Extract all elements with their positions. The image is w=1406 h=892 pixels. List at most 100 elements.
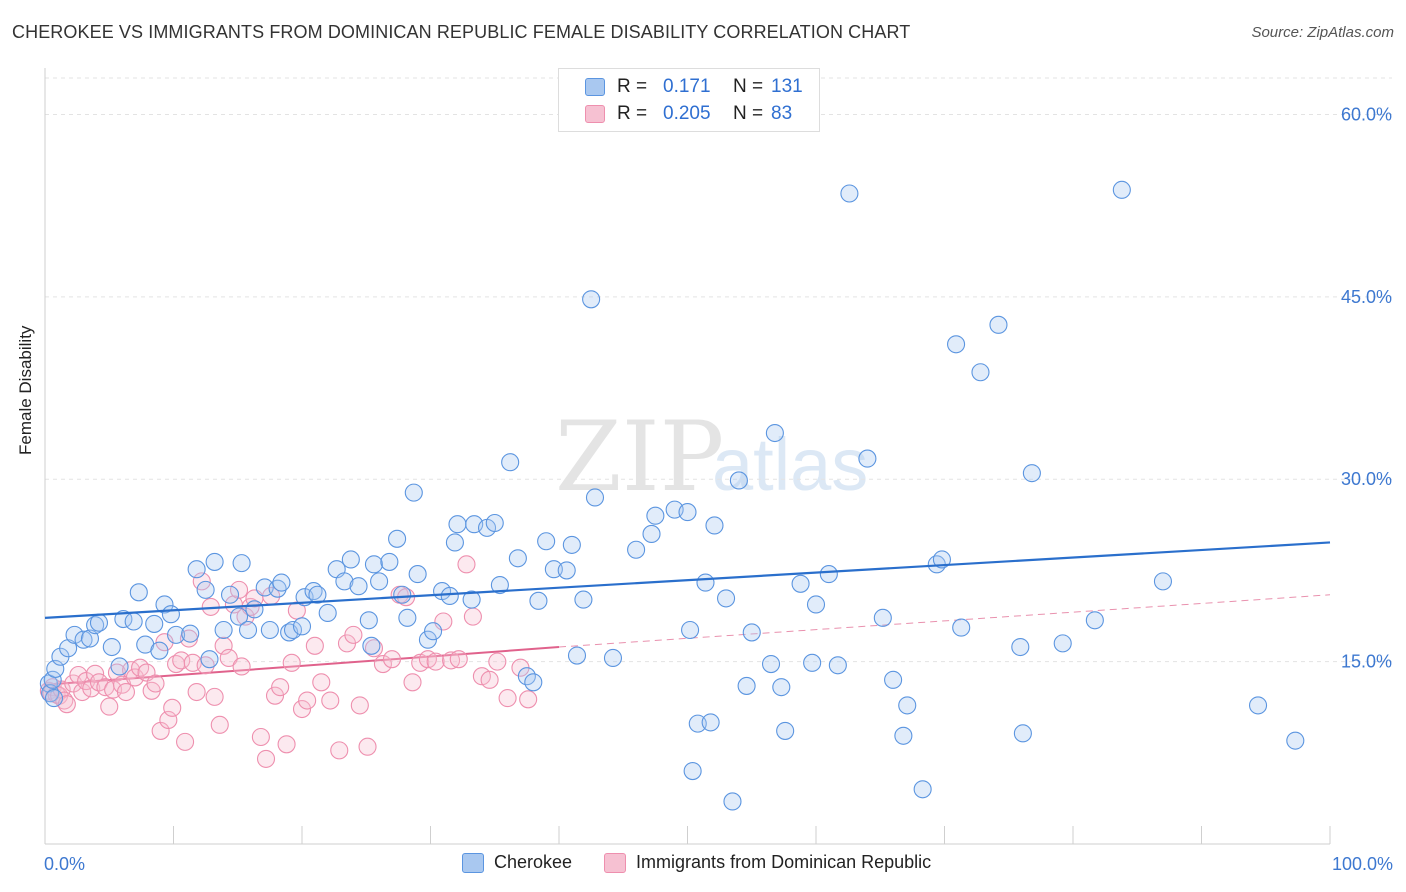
n-label: N = — [733, 76, 764, 97]
cherokee-point — [696, 573, 715, 592]
cherokee-point — [537, 532, 556, 551]
cherokee-point — [1022, 464, 1041, 483]
dominican-point — [480, 670, 499, 689]
cherokee-point — [388, 529, 407, 548]
correlation-legend: R = 0.171 N = 131 R = 0.205 N = 83 — [558, 68, 820, 132]
dominican-point — [298, 691, 317, 710]
legend-item-dominican: Immigrants from Dominican Republic — [604, 852, 931, 873]
cherokee-point — [362, 636, 381, 655]
cherokee-point — [683, 761, 702, 781]
cherokee-point — [524, 673, 543, 692]
cherokee-point — [150, 641, 169, 660]
r-label: R = — [617, 76, 648, 97]
dominican-point — [457, 555, 476, 574]
cherokee-point — [349, 577, 368, 596]
cherokee-point — [803, 653, 822, 672]
cherokee-point — [678, 503, 697, 522]
cherokee-point — [772, 678, 791, 697]
cherokee-point — [370, 572, 389, 591]
legend-item-label: Cherokee — [494, 852, 573, 872]
cherokee-point — [1013, 724, 1032, 743]
cherokee-point — [445, 533, 464, 552]
dominican-point — [463, 607, 482, 626]
cherokee-point — [167, 625, 186, 644]
cherokee-point — [858, 449, 877, 468]
cherokee-point — [214, 620, 233, 640]
cherokee-point — [705, 516, 724, 535]
cherokee-point — [424, 622, 443, 641]
cherokee-point — [308, 585, 327, 604]
cherokee-point — [220, 585, 240, 604]
dominican-point — [442, 651, 461, 670]
cherokee-point — [485, 513, 504, 533]
cherokee-trend — [44, 541, 1331, 619]
cherokee-point — [688, 714, 707, 733]
dominican-point — [232, 657, 251, 676]
cherokee-point — [1286, 731, 1305, 750]
y-tick-label: 30.0% — [1341, 469, 1392, 489]
legend-row-dominican: R = 0.205 N = 83 — [585, 102, 792, 126]
dominican-point — [312, 673, 331, 692]
dominican-point — [373, 655, 393, 674]
n-value: 131 — [771, 76, 803, 97]
dominican-point — [358, 737, 377, 756]
dominican-point — [382, 650, 402, 669]
dominican-point — [155, 633, 174, 652]
r-value: 0.205 — [663, 103, 711, 124]
cherokee-point — [840, 184, 859, 203]
dominican-point — [256, 749, 276, 768]
cherokee-swatch — [585, 78, 605, 96]
cherokee-point — [947, 335, 966, 354]
cherokee-point — [894, 726, 913, 745]
dominican-trend-extension — [558, 594, 1331, 648]
cherokee-point — [737, 676, 756, 695]
cherokee-point — [490, 575, 509, 595]
cherokee-point — [761, 655, 781, 674]
cherokee-point — [102, 637, 121, 657]
watermark-zip: ZIP — [555, 401, 724, 513]
cherokee-point — [462, 590, 481, 609]
dominican-point — [187, 682, 206, 702]
y-axis-label: Female Disability — [16, 325, 35, 455]
cherokee-point — [260, 620, 279, 640]
cherokee-point — [245, 600, 264, 619]
r-label: R = — [617, 103, 648, 124]
dominican-point — [498, 689, 517, 708]
cherokee-point — [884, 670, 903, 689]
cherokee-point — [776, 721, 795, 740]
cherokee-point — [283, 620, 303, 640]
dominican-point — [364, 639, 384, 658]
dominican-point — [277, 735, 296, 754]
dominican-point — [350, 696, 369, 715]
cherokee-point — [335, 572, 354, 591]
cherokee-point — [1153, 572, 1172, 591]
cherokee-swatch — [462, 852, 484, 873]
dominican-point — [449, 650, 468, 669]
cherokee-point — [508, 549, 527, 568]
cherokee-point — [200, 650, 219, 669]
cherokee-point — [585, 488, 605, 507]
cherokee-point — [448, 515, 467, 534]
cherokee-point — [932, 550, 951, 569]
dominican-point — [125, 668, 144, 687]
cherokee-point — [791, 574, 810, 593]
cherokee-point — [238, 620, 258, 640]
cherokee-point — [43, 670, 62, 689]
dominican-point — [321, 691, 340, 710]
watermark-atlas: atlas — [712, 423, 868, 506]
x-tick-label: 100.0% — [1332, 854, 1393, 874]
axes — [44, 68, 1331, 845]
legend-item-cherokee: Cherokee — [462, 852, 572, 873]
cherokee-point — [65, 625, 84, 644]
dominican-swatch — [604, 852, 627, 873]
cherokee-point — [80, 629, 100, 648]
dominican-point — [292, 699, 312, 719]
cherokee-points — [39, 180, 1305, 811]
dominican-point — [172, 651, 191, 670]
chart-title: CHEROKEE VS IMMIGRANTS FROM DOMINICAN RE… — [12, 22, 911, 42]
cherokee-point — [898, 696, 917, 715]
dominican-point — [219, 648, 238, 668]
dominican-point — [330, 741, 349, 760]
cherokee-point — [364, 555, 384, 574]
cherokee-point — [398, 608, 417, 627]
